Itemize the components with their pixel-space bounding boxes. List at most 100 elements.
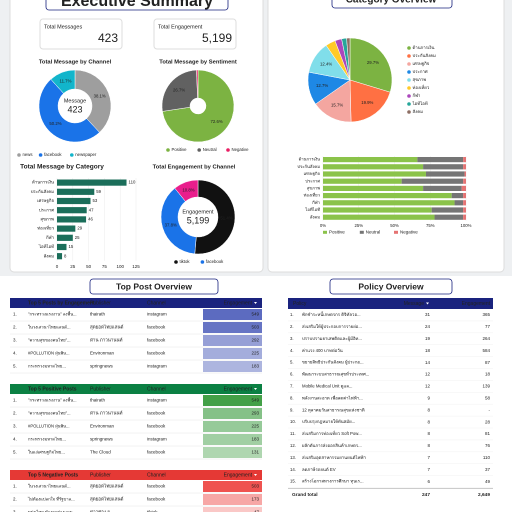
legend-label: newspaper — [75, 152, 97, 157]
legend-swatch — [394, 230, 398, 234]
engagement: 37 — [485, 467, 491, 472]
post-text: กระทรวงมหาดไทย... — [28, 436, 66, 442]
policy-text: ขยายสิทธิประกันสังคม ผู้ประกอ... — [302, 360, 364, 366]
engagement: 110 — [483, 455, 491, 460]
x-tick-label: 0% — [320, 223, 326, 228]
legend-swatch — [197, 148, 201, 152]
section-title: Policy Overview — [358, 281, 424, 291]
y-tick-label: ประกันสังคม — [297, 164, 320, 169]
legend-label: สังคม — [413, 109, 424, 114]
value-label: 11.7% — [60, 78, 72, 83]
bar-segment — [423, 185, 462, 191]
rank: 1. — [13, 484, 17, 489]
column-header: Publisher — [90, 386, 111, 392]
legend-swatch — [407, 86, 411, 90]
publisher: สุดยอดไทยแลนด์ — [90, 483, 124, 490]
post-text: "ความสุขของคนไทย"... — [28, 337, 71, 344]
legend-label: Negative — [400, 229, 418, 234]
message: 8 — [427, 431, 430, 436]
engagement: 264 — [482, 336, 490, 341]
bar-segment — [323, 207, 432, 213]
engagement: 292 — [251, 338, 259, 343]
message: 8 — [427, 443, 430, 448]
engagement: 293 — [251, 411, 259, 416]
engagement: 503 — [251, 325, 259, 330]
x-tick-label: 0 — [56, 264, 59, 269]
bar-segment — [454, 200, 464, 206]
y-tick-label: สังคม — [310, 214, 320, 219]
engagement-shade — [203, 309, 262, 320]
bar-segment — [463, 157, 466, 163]
slice — [194, 179, 236, 255]
engagement-shade — [203, 434, 262, 445]
rank: 8. — [290, 395, 294, 400]
rank: 11. — [290, 431, 296, 436]
value-label: 15 — [68, 244, 73, 249]
engagement-shade — [203, 481, 262, 492]
sort-icon — [254, 474, 257, 476]
bar — [57, 207, 87, 214]
kpi-card — [39, 18, 123, 50]
value-label: 53 — [92, 198, 97, 203]
post-text: ในแง่เศรษฐกิจไทย... — [28, 449, 65, 455]
rank: 2. — [290, 324, 294, 329]
legend-swatch — [407, 110, 411, 114]
kpi-label: Total Engagement — [158, 24, 203, 30]
column-header: Policy — [293, 301, 307, 307]
dashboard-title: Executive Summary — [61, 0, 213, 10]
value-label: 46 — [88, 217, 93, 222]
bar-segment — [323, 164, 424, 170]
policy-text: ลดภาษีรถยนต์ EV — [302, 467, 336, 472]
value-label: 50.2% — [49, 121, 61, 126]
value-label: 25 — [75, 235, 80, 240]
engagement: 49 — [485, 479, 491, 484]
engagement-shade — [203, 494, 262, 505]
x-tick-label: 75% — [426, 223, 435, 228]
y-tick-label: ด้านการเงิน — [299, 157, 321, 162]
bar-segment — [434, 214, 464, 220]
y-tick-label: ไอทีไอที — [38, 244, 54, 249]
policy-text: พลังงานสะอาด เพื่อลดค่าไฟฟ้า... — [302, 394, 363, 400]
y-tick-label: สังคม — [44, 253, 55, 258]
channel: facebook — [147, 450, 166, 455]
total-engagement: 2,649 — [478, 492, 490, 498]
legend-swatch — [359, 230, 364, 234]
legend-swatch — [323, 230, 327, 234]
publisher: ข่าวช่อง 8 — [90, 510, 110, 512]
publisher: thairath — [90, 398, 106, 403]
rank: 3. — [13, 510, 17, 512]
bar-segment — [463, 200, 466, 206]
kpi-value: 423 — [98, 31, 118, 45]
value-label: 19.9% — [361, 100, 373, 105]
category-panel — [267, 0, 505, 273]
bar-segment — [431, 207, 464, 213]
legend-label: Neutral — [366, 229, 381, 234]
bar — [57, 216, 87, 223]
bar-segment — [323, 185, 424, 191]
engagement-shade — [203, 348, 262, 359]
table-header — [10, 298, 262, 308]
rank: 3. — [13, 424, 17, 429]
x-tick-label: 100% — [461, 223, 472, 228]
slice — [174, 179, 199, 202]
engagement: 584 — [482, 348, 490, 353]
channel: instagram — [147, 437, 167, 442]
rank: 2. — [13, 325, 17, 330]
engagement-shade — [203, 322, 262, 333]
engagement: 77 — [485, 324, 491, 329]
bar — [57, 225, 76, 232]
bar-segment — [323, 157, 418, 163]
message: 12 — [425, 384, 431, 389]
rank: 7. — [290, 384, 294, 389]
policy-text: 12 ตุลาคมวันสาธารณสุขแห่งชาติ — [302, 407, 365, 413]
x-tick-label: 125 — [132, 264, 140, 269]
legend-label: กีฬา — [412, 92, 420, 98]
value-label: 12.4% — [320, 62, 332, 67]
publisher: ด่าน ภาวนานนท์ — [90, 337, 123, 343]
message: 14 — [425, 360, 431, 365]
engagement: 58 — [485, 395, 491, 400]
rank: 15. — [290, 479, 296, 484]
bar — [57, 188, 95, 195]
x-tick-label: 25 — [70, 264, 76, 269]
